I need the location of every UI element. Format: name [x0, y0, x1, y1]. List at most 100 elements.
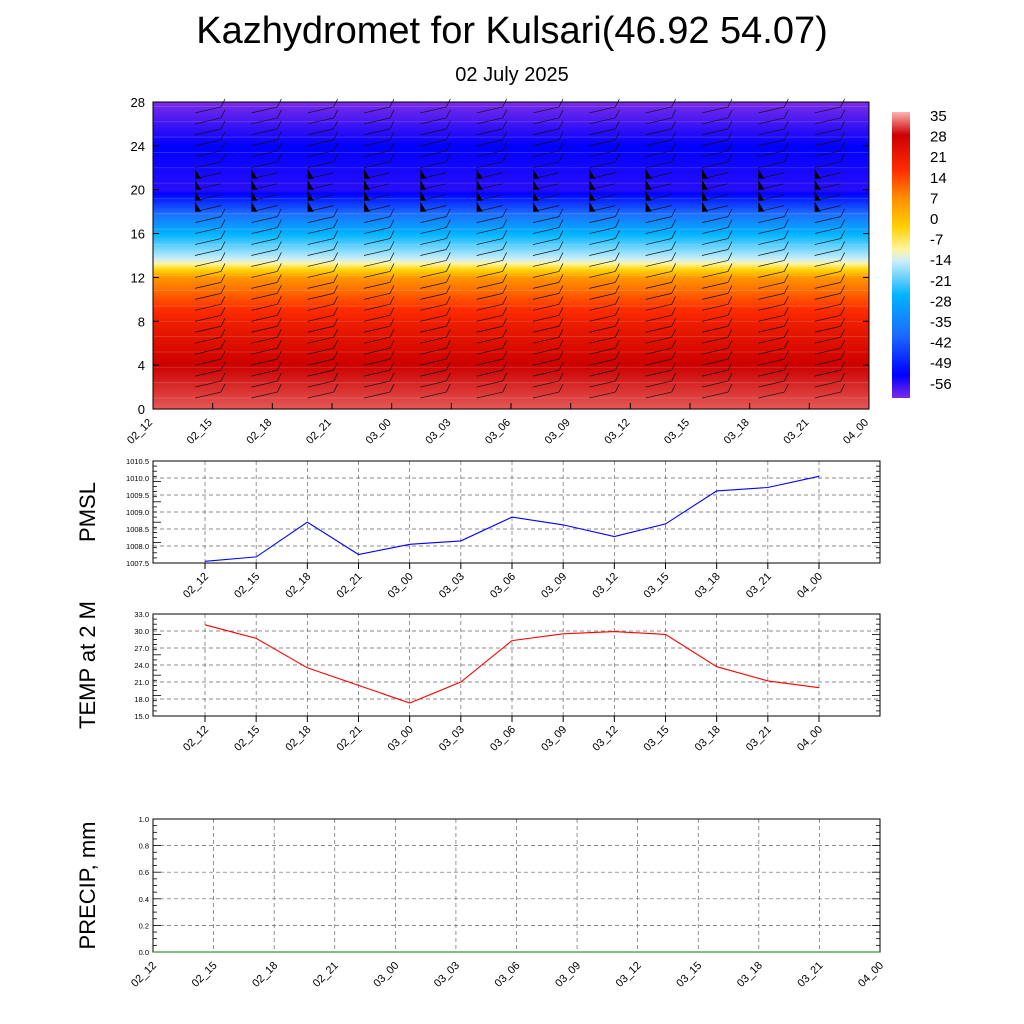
wind-barb [532, 293, 560, 300]
wind-barb [251, 325, 278, 333]
x-tick-label: 03_18 [735, 960, 765, 990]
wind-barb-feather [446, 307, 451, 316]
wind-barb-feather [277, 120, 282, 130]
heatmap-band [153, 387, 869, 390]
heatmap-band [153, 281, 869, 285]
wind-barb-feather [220, 131, 226, 141]
wind-barb-feather [277, 361, 282, 371]
heatmap-band [153, 229, 869, 232]
heatmap-band [153, 303, 869, 307]
wind-barb-flag [195, 190, 201, 201]
wind-barb-feather [784, 241, 789, 250]
wind-barb-feather [389, 383, 395, 393]
wind-barb-feather [277, 340, 282, 349]
wind-barb [589, 282, 616, 289]
heatmap-band [153, 360, 869, 364]
wind-barb-feather [220, 252, 226, 261]
wind-barb [645, 347, 672, 355]
wind-barb [307, 303, 334, 311]
wind-barb-feather [277, 307, 282, 316]
wind-barb [251, 238, 278, 245]
wind-barb [645, 139, 672, 147]
wind-barb [758, 391, 785, 399]
wind-barb-feather [784, 120, 789, 130]
heatmap-band [153, 400, 869, 404]
wind-barb-feather [333, 219, 338, 228]
wind-barb-feather [558, 120, 564, 130]
wind-barb-feather [220, 208, 226, 217]
y-tick-label: 28 [131, 95, 145, 110]
wind-barb-feather [784, 252, 789, 261]
wind-barb [532, 117, 560, 125]
wind-barb-feather [389, 318, 395, 327]
wind-barb-feather [277, 131, 282, 141]
wind-barb-feather [333, 109, 338, 119]
wind-barb-feather [784, 230, 789, 239]
y-tick-label: 18.0 [134, 695, 149, 704]
wind-barb-feather [220, 98, 226, 108]
wind-barb [645, 117, 672, 125]
wind-barb-feather [502, 274, 507, 283]
heatmap-band [153, 207, 869, 211]
heatmap-band [153, 218, 869, 222]
wind-barb [814, 347, 841, 355]
wind-barb-feather [277, 350, 282, 360]
y-tick-label: 1008.0 [126, 542, 149, 551]
wind-barb-feather [389, 241, 395, 250]
wind-barb-feather [727, 307, 733, 316]
heatmap-band [153, 347, 869, 351]
wind-barb [814, 128, 841, 136]
wind-barb-feather [333, 98, 338, 108]
wind-barb [476, 260, 503, 267]
heatmap-band [153, 169, 869, 173]
x-tick-label: 02_18 [283, 724, 313, 754]
wind-barb [701, 117, 729, 125]
wind-barb-feather [220, 120, 226, 130]
wind-barb [645, 161, 672, 169]
wind-barb-feather [502, 109, 507, 119]
heatmap-band [153, 327, 869, 331]
x-tick-label: 03_09 [543, 417, 573, 447]
x-tick-label: 03_12 [602, 417, 632, 447]
wind-barb [476, 303, 503, 311]
heatmap-band [153, 380, 869, 384]
wind-barb-feather [558, 361, 564, 371]
x-tick-label: 03_06 [483, 417, 513, 447]
colorbar-label: -42 [930, 335, 952, 352]
wind-barb-feather [671, 383, 676, 393]
wind-barb-feather [446, 142, 451, 151]
wind-barb [814, 358, 841, 366]
wind-barb-feather [671, 230, 676, 239]
wind-barb [758, 369, 785, 377]
wind-barb-feather [558, 263, 564, 272]
heatmap-band [153, 205, 869, 208]
wind-barb-feather [277, 318, 282, 327]
wind-barb [194, 128, 222, 136]
heatmap-band [153, 308, 869, 311]
wind-barb-feather [727, 142, 733, 151]
wind-barb [363, 303, 391, 311]
wind-barb-flag [533, 168, 539, 179]
wind-barb-flag [814, 190, 821, 201]
heatmap-band [153, 262, 869, 265]
wind-barb [589, 358, 616, 366]
wind-barb-feather [220, 241, 226, 250]
wind-barb-feather [502, 296, 507, 305]
y-tick-label: 1009.5 [126, 491, 149, 500]
wind-barb [420, 391, 447, 399]
wind-barb [420, 128, 447, 136]
wind-barb-feather [220, 219, 226, 228]
wind-barb [701, 249, 729, 256]
wind-barb [532, 271, 560, 278]
wind-barb [194, 293, 222, 300]
wind-barb-feather [333, 263, 338, 272]
wind-barb-flag [589, 201, 596, 212]
wind-barb-feather [671, 318, 676, 327]
wind-barb [758, 347, 785, 355]
wind-barb [589, 128, 616, 136]
wind-barb-feather [840, 142, 845, 151]
wind-barb [532, 161, 560, 169]
y-tick-label: 16 [131, 227, 145, 242]
wind-barb [420, 106, 447, 114]
wind-barb [589, 336, 616, 344]
